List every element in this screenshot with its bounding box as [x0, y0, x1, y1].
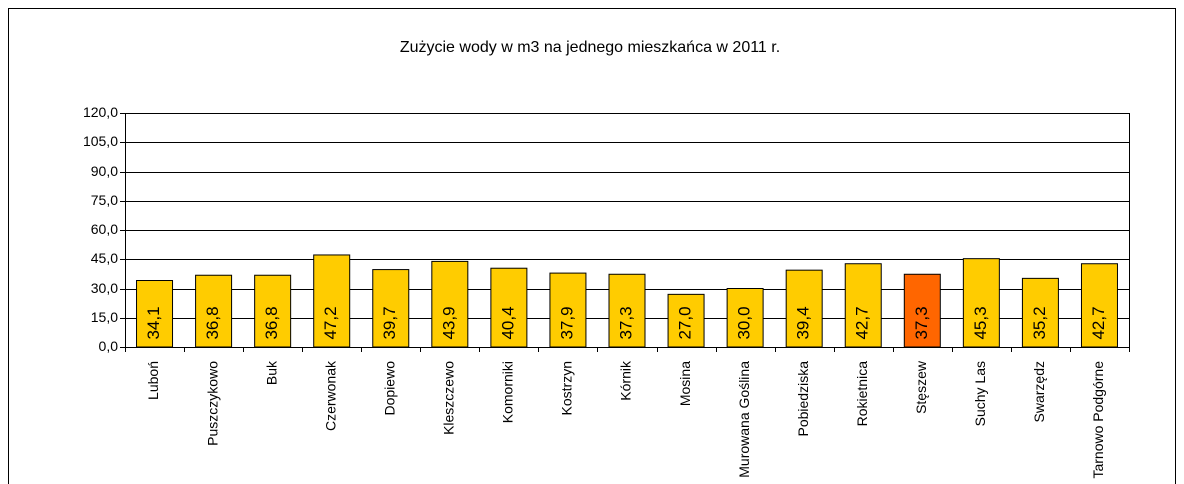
value-label: 40,4 — [498, 306, 517, 339]
y-tick-label: 45,0 — [91, 250, 118, 266]
bar — [372, 269, 410, 348]
value-label: 43,9 — [439, 306, 458, 339]
x-tick-label: Swarzędz — [1031, 361, 1047, 422]
x-tick-label: Puszczykowo — [204, 361, 220, 446]
value-label: 35,2 — [1030, 306, 1049, 339]
y-tick-label: 30,0 — [91, 280, 118, 296]
value-label: 39,4 — [794, 306, 813, 339]
x-tick-label: Mosina — [677, 361, 693, 406]
x-tick-label: Stęszew — [913, 360, 929, 414]
chart-title: Zużycie wody w m3 na jednego mieszkańca … — [400, 39, 780, 56]
x-tick-label: Komorniki — [500, 361, 516, 423]
y-tick-label: 75,0 — [91, 192, 118, 208]
value-label: 47,2 — [321, 306, 340, 339]
bar — [1080, 263, 1118, 348]
value-label: 36,8 — [262, 306, 281, 339]
x-tick-label: Suchy Las — [972, 361, 988, 426]
bar — [254, 274, 292, 348]
x-tick-label: Tarnowo Podgórne — [1090, 361, 1106, 479]
bar — [726, 288, 764, 348]
y-tick-label: 120,0 — [83, 104, 118, 120]
value-label: 37,3 — [616, 306, 635, 339]
x-tick-label: Murowana Goślina — [736, 361, 752, 478]
x-tick-label: Dopiewo — [381, 361, 397, 416]
value-label: 27,0 — [676, 306, 695, 339]
bar — [667, 293, 705, 348]
x-tick-label: Kleszczewo — [441, 361, 457, 435]
bar — [1021, 277, 1059, 348]
x-tick-label: Kórnik — [618, 360, 634, 401]
value-label: 45,3 — [971, 306, 990, 339]
value-label: 30,0 — [735, 306, 754, 339]
value-label: 37,9 — [557, 306, 576, 339]
x-tick-label: Luboń — [145, 361, 161, 400]
y-tick-label: 60,0 — [91, 221, 118, 237]
bar — [903, 273, 941, 348]
value-label: 42,7 — [1089, 306, 1108, 339]
x-tick-label: Kostrzyn — [559, 361, 575, 415]
y-tick-label: 90,0 — [91, 163, 118, 179]
bar — [785, 269, 823, 348]
value-label: 39,7 — [380, 306, 399, 339]
y-tick-label: 15,0 — [91, 309, 118, 325]
bar — [195, 274, 233, 348]
bar — [431, 260, 469, 348]
bar — [844, 263, 882, 348]
value-label: 36,8 — [203, 306, 222, 339]
value-label: 42,7 — [853, 306, 872, 339]
x-tick-label: Rokietnica — [854, 361, 870, 427]
value-label: 37,3 — [912, 306, 931, 339]
chart-border — [8, 8, 1176, 484]
bar — [313, 254, 351, 348]
y-tick-label: 0,0 — [99, 338, 119, 354]
x-tick-label: Pobiedziska — [795, 361, 811, 437]
bar — [136, 280, 174, 348]
x-tick-label: Czerwonak — [322, 360, 338, 431]
y-tick-label: 105,0 — [83, 133, 118, 149]
value-label: 34,1 — [144, 306, 163, 339]
x-tick-label: Buk — [263, 360, 279, 385]
